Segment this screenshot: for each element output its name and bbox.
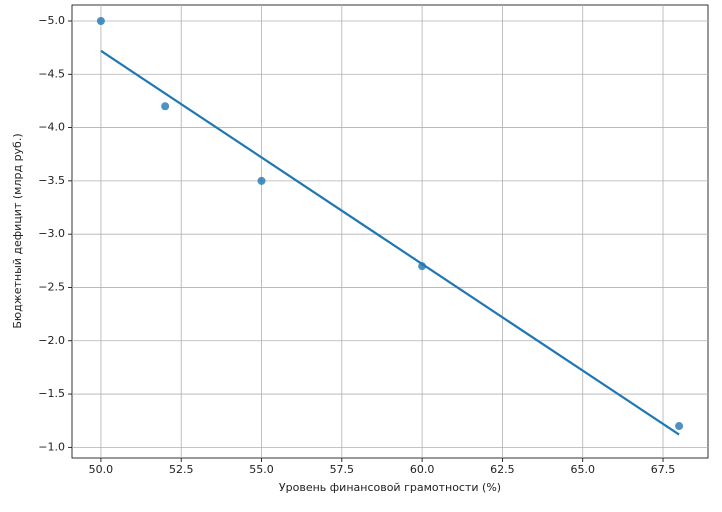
data-point — [161, 102, 170, 111]
fit-line — [100, 49, 680, 436]
x-tick-label: 57.5 — [330, 463, 355, 476]
y-tick-label: −1.5 — [38, 387, 65, 400]
x-axis-label: Уровень финансовой грамотности (%) — [279, 481, 501, 494]
y-tick-label: −4.5 — [38, 67, 65, 80]
y-tick-label: −3.5 — [38, 174, 65, 187]
x-tick-label: 62.5 — [490, 463, 515, 476]
data-point — [96, 16, 105, 25]
y-tick-label: −1.0 — [38, 440, 65, 453]
data-point — [257, 176, 266, 185]
x-tick-label: 55.0 — [249, 463, 274, 476]
x-tick-label: 65.0 — [570, 463, 595, 476]
y-tick-label: −3.0 — [38, 227, 65, 240]
x-tick-label: 60.0 — [410, 463, 435, 476]
x-tick-label: 67.5 — [651, 463, 676, 476]
y-tick-label: −4.0 — [38, 121, 65, 134]
x-tick-label: 52.5 — [169, 463, 194, 476]
plot-frame — [71, 4, 709, 459]
y-axis-label: Бюджетный дефицит (млрд руб.) — [11, 133, 24, 328]
y-tick-label: −2.0 — [38, 334, 65, 347]
y-tick-label: −2.5 — [38, 280, 65, 293]
data-point — [675, 422, 684, 431]
data-point — [418, 262, 427, 271]
x-tick-label: 50.0 — [89, 463, 114, 476]
y-tick-label: −5.0 — [38, 14, 65, 27]
